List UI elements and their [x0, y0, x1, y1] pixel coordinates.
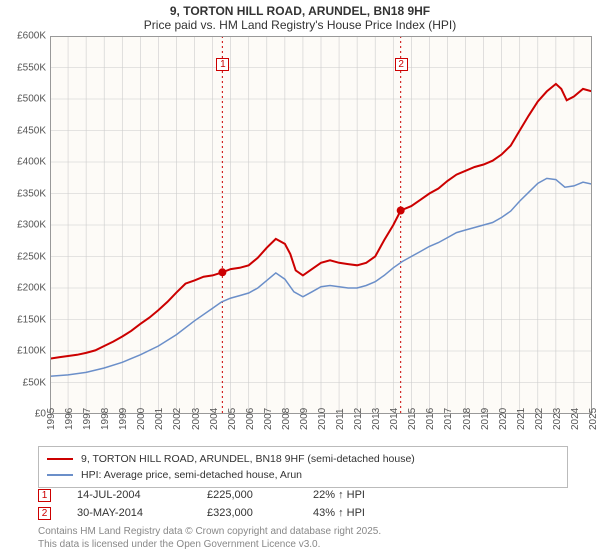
- x-tick-label: 2013: [371, 408, 382, 430]
- legend-label: HPI: Average price, semi-detached house,…: [81, 469, 302, 481]
- y-tick-label: £350K: [6, 188, 46, 199]
- sale-price: £323,000: [207, 507, 287, 519]
- x-tick-label: 1999: [118, 408, 129, 430]
- y-tick-label: £400K: [6, 157, 46, 168]
- x-tick-label: 2022: [534, 408, 545, 430]
- sale-date: 14-JUL-2004: [77, 489, 181, 501]
- y-tick-label: £200K: [6, 283, 46, 294]
- marker-badge: 2: [38, 507, 51, 520]
- x-tick-label: 2003: [191, 408, 202, 430]
- legend-label: 9, TORTON HILL ROAD, ARUNDEL, BN18 9HF (…: [81, 453, 415, 465]
- x-tick-label: 1998: [100, 408, 111, 430]
- x-tick-label: 1995: [46, 408, 57, 430]
- title-subtitle: Price paid vs. HM Land Registry's House …: [0, 18, 600, 32]
- y-tick-label: £600K: [6, 31, 46, 42]
- sale-date: 30-MAY-2014: [77, 507, 181, 519]
- sale-points-table: 1 14-JUL-2004 £225,000 22% ↑ HPI 2 30-MA…: [38, 486, 568, 522]
- x-tick-label: 2011: [335, 408, 346, 430]
- x-tick-label: 2006: [245, 408, 256, 430]
- x-tick-label: 2000: [136, 408, 147, 430]
- legend-swatch: [47, 458, 73, 460]
- footer-attribution: Contains HM Land Registry data © Crown c…: [38, 526, 578, 551]
- y-tick-label: £500K: [6, 94, 46, 105]
- x-tick-label: 2020: [498, 408, 509, 430]
- y-tick-label: £550K: [6, 62, 46, 73]
- y-tick-label: £0: [6, 409, 46, 420]
- x-tick-label: 2010: [317, 408, 328, 430]
- x-tick-label: 2016: [425, 408, 436, 430]
- x-tick-label: 2025: [588, 408, 599, 430]
- x-tick-label: 2017: [443, 408, 454, 430]
- x-tick-label: 2005: [227, 408, 238, 430]
- x-tick-label: 2024: [570, 408, 581, 430]
- x-tick-label: 1996: [64, 408, 75, 430]
- sale-diff: 43% ↑ HPI: [313, 507, 403, 519]
- y-tick-label: £250K: [6, 251, 46, 262]
- x-tick-label: 2001: [154, 408, 165, 430]
- plot-svg: [50, 36, 592, 414]
- x-tick-label: 2015: [407, 408, 418, 430]
- x-tick-label: 2018: [462, 408, 473, 430]
- plot-area: [50, 36, 592, 414]
- x-tick-label: 2021: [516, 408, 527, 430]
- x-tick-label: 1997: [82, 408, 93, 430]
- legend-row: 9, TORTON HILL ROAD, ARUNDEL, BN18 9HF (…: [47, 451, 559, 467]
- marker-badge: 1: [38, 489, 51, 502]
- footer-line: Contains HM Land Registry data © Crown c…: [38, 526, 578, 539]
- x-tick-label: 2009: [299, 408, 310, 430]
- table-row: 1 14-JUL-2004 £225,000 22% ↑ HPI: [38, 486, 568, 504]
- legend: 9, TORTON HILL ROAD, ARUNDEL, BN18 9HF (…: [38, 446, 568, 488]
- table-row: 2 30-MAY-2014 £323,000 43% ↑ HPI: [38, 504, 568, 522]
- x-tick-label: 2014: [389, 408, 400, 430]
- title-address: 9, TORTON HILL ROAD, ARUNDEL, BN18 9HF: [0, 4, 600, 18]
- chart: £0 £50K £100K £150K £200K £250K £300K £350K £400…: [8, 36, 592, 430]
- x-tick-label: 2023: [552, 408, 563, 430]
- y-tick-label: £50K: [6, 377, 46, 388]
- x-tick-label: 2019: [480, 408, 491, 430]
- sale-diff: 22% ↑ HPI: [313, 489, 403, 501]
- legend-swatch: [47, 474, 73, 476]
- vline-marker: 1: [216, 58, 229, 71]
- sale-price: £225,000: [207, 489, 287, 501]
- vline-marker: 2: [395, 58, 408, 71]
- y-tick-label: £450K: [6, 125, 46, 136]
- x-tick-label: 2008: [281, 408, 292, 430]
- x-tick-label: 2002: [172, 408, 183, 430]
- y-tick-label: £300K: [6, 220, 46, 231]
- y-tick-label: £100K: [6, 346, 46, 357]
- title-block: 9, TORTON HILL ROAD, ARUNDEL, BN18 9HF P…: [0, 0, 600, 32]
- x-tick-label: 2012: [353, 408, 364, 430]
- legend-row: HPI: Average price, semi-detached house,…: [47, 467, 559, 483]
- footer-line: This data is licensed under the Open Gov…: [38, 539, 578, 552]
- y-tick-label: £150K: [6, 314, 46, 325]
- x-tick-label: 2004: [209, 408, 220, 430]
- x-tick-label: 2007: [263, 408, 274, 430]
